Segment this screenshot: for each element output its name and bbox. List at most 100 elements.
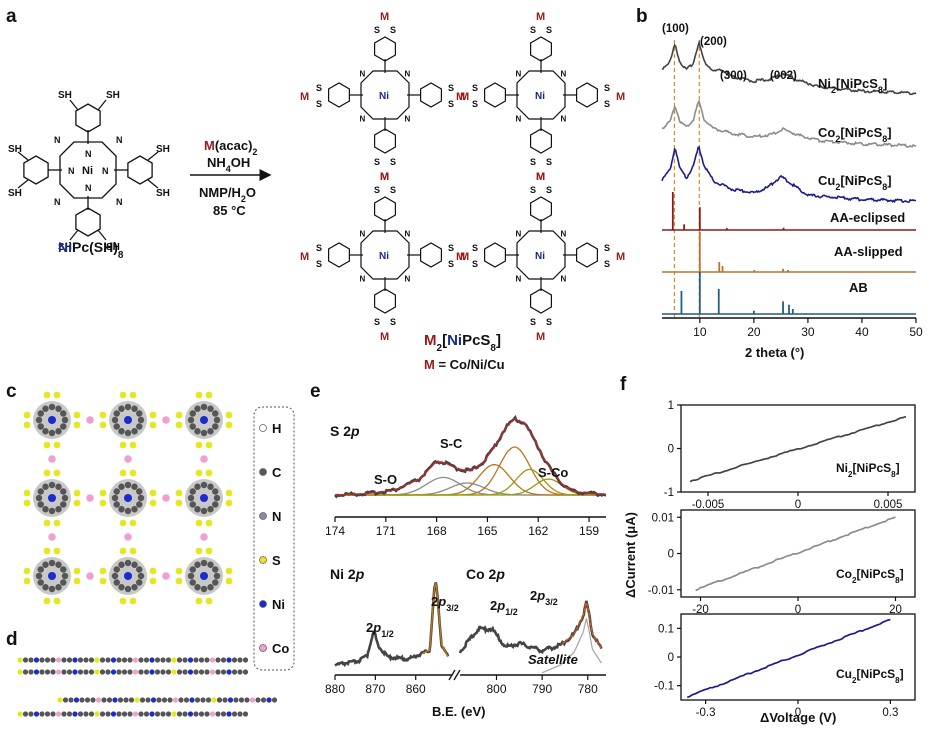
side-view-atom: [160, 669, 166, 675]
carbon-atom: [213, 572, 221, 580]
side-view-atom: [121, 711, 128, 717]
aza-n-label: N: [405, 230, 411, 239]
panel-f: f -0.005 0 0.005 -1 0 1 -20 0 20 -0.01 0 0.01 -0.3 0 0…: [620, 374, 916, 725]
panel-d: d: [6, 629, 278, 717]
side-view-atom: [187, 669, 194, 675]
benzo-ring: [374, 196, 396, 222]
metal-node-label: M: [616, 91, 625, 103]
side-view-atom: [39, 657, 45, 663]
sulfur-atom: [175, 577, 183, 585]
sim-label-ab: AB: [849, 280, 868, 295]
side-view-atom: [112, 697, 118, 703]
side-view-atom: [226, 711, 232, 717]
side-view-atom: [165, 711, 172, 717]
side-view-atom: [106, 697, 113, 703]
side-view-atom: [44, 669, 51, 675]
sulfur-label: S: [374, 317, 380, 327]
cobalt-atom: [162, 494, 170, 502]
sulfur-atom: [23, 567, 31, 575]
legend-atom-swatch: [259, 468, 267, 476]
condition-3: NMP/H2O: [199, 185, 256, 204]
aza-n-label: N: [561, 275, 567, 284]
carbon-atom: [118, 561, 125, 568]
carbon-atom: [118, 483, 125, 490]
side-view-atom: [123, 697, 129, 703]
sulfur-atom: [23, 577, 31, 585]
s2p-envelope-fit: [334, 418, 607, 496]
sulfur-atom: [225, 411, 233, 419]
sulfur-label: S: [530, 317, 536, 327]
side-view-atom: [255, 697, 261, 703]
side-view-atom: [72, 711, 78, 717]
iv-curve: [689, 415, 907, 483]
side-view-atom: [121, 669, 128, 675]
side-view-atom: [150, 697, 157, 703]
side-view-atom: [90, 697, 96, 703]
sulfur-label: S: [472, 83, 478, 93]
aza-n-label: N: [405, 115, 411, 124]
side-view-atom: [149, 669, 155, 675]
sulfur-atom: [53, 547, 61, 555]
side-view-atom: [73, 697, 80, 703]
aza-n-label: N: [561, 115, 567, 124]
carbon-atom: [42, 584, 49, 591]
cobalt-atom: [86, 416, 94, 424]
carbon-atom: [48, 585, 56, 593]
sulfur-atom: [119, 597, 127, 605]
sulfur-atom: [99, 577, 107, 585]
xps-ni2p-chart: 880 870 860: [325, 582, 461, 696]
side-view-atom: [83, 657, 89, 663]
cobalt-atom: [162, 416, 170, 424]
side-view-atom: [143, 669, 150, 675]
carbon-atom: [207, 506, 214, 513]
sulfur-atom: [225, 577, 233, 585]
carbon-atom: [189, 566, 196, 573]
pxrd-curve: [661, 99, 917, 148]
sulfur-atom: [149, 577, 157, 585]
side-view-atom: [249, 697, 256, 703]
condition-4: 85 °C: [213, 203, 246, 218]
center-ni-label: Ni: [379, 91, 389, 102]
aza-n-label: N: [360, 275, 366, 284]
aza-n-label: N: [360, 70, 366, 79]
nickel-atom: [48, 416, 56, 424]
sulfur-label: S: [604, 259, 610, 269]
sulfur-atom: [73, 421, 81, 429]
sulfur-atom: [129, 469, 137, 477]
atom-legend: H C N S Ni Co: [259, 421, 289, 656]
side-view-atom: [182, 657, 188, 663]
side-view-atom: [149, 657, 155, 663]
pyrrole-n-label: N: [68, 166, 75, 176]
sulfur-atom: [53, 441, 61, 449]
cobalt-atom: [48, 455, 56, 463]
sulfur-atom: [149, 489, 157, 497]
side-view-atom: [171, 657, 177, 663]
side-view-atom: [116, 657, 122, 663]
co2p-data-curve: [458, 600, 603, 655]
side-view-atom: [226, 657, 232, 663]
carbon-atom: [137, 416, 145, 424]
side-view-atom: [99, 669, 106, 675]
carbon-atom: [131, 405, 138, 412]
legend-atom-label: Co: [272, 641, 289, 656]
carbon-atom: [213, 416, 221, 424]
side-view-atom: [121, 657, 128, 663]
carbon-atom: [212, 501, 219, 508]
side-view-atom: [209, 657, 216, 663]
side-view-atom: [193, 711, 199, 717]
metal-node-label: M: [300, 91, 309, 103]
sulfur-atom: [43, 547, 51, 555]
metal-node-label: M: [536, 171, 545, 183]
carbon-atom: [113, 501, 120, 508]
side-view-atom: [33, 711, 40, 717]
condition-1: M(acac)2: [204, 138, 257, 157]
side-view-atom: [215, 711, 221, 717]
iv-y-ticklabel: 0: [668, 549, 674, 561]
side-view-atom: [205, 697, 212, 703]
nickel-atom: [200, 494, 208, 502]
side-view-atom: [143, 657, 150, 663]
carbon-atom: [48, 559, 56, 567]
carbon-atom: [137, 572, 145, 580]
metal-node-label: M: [460, 251, 469, 263]
